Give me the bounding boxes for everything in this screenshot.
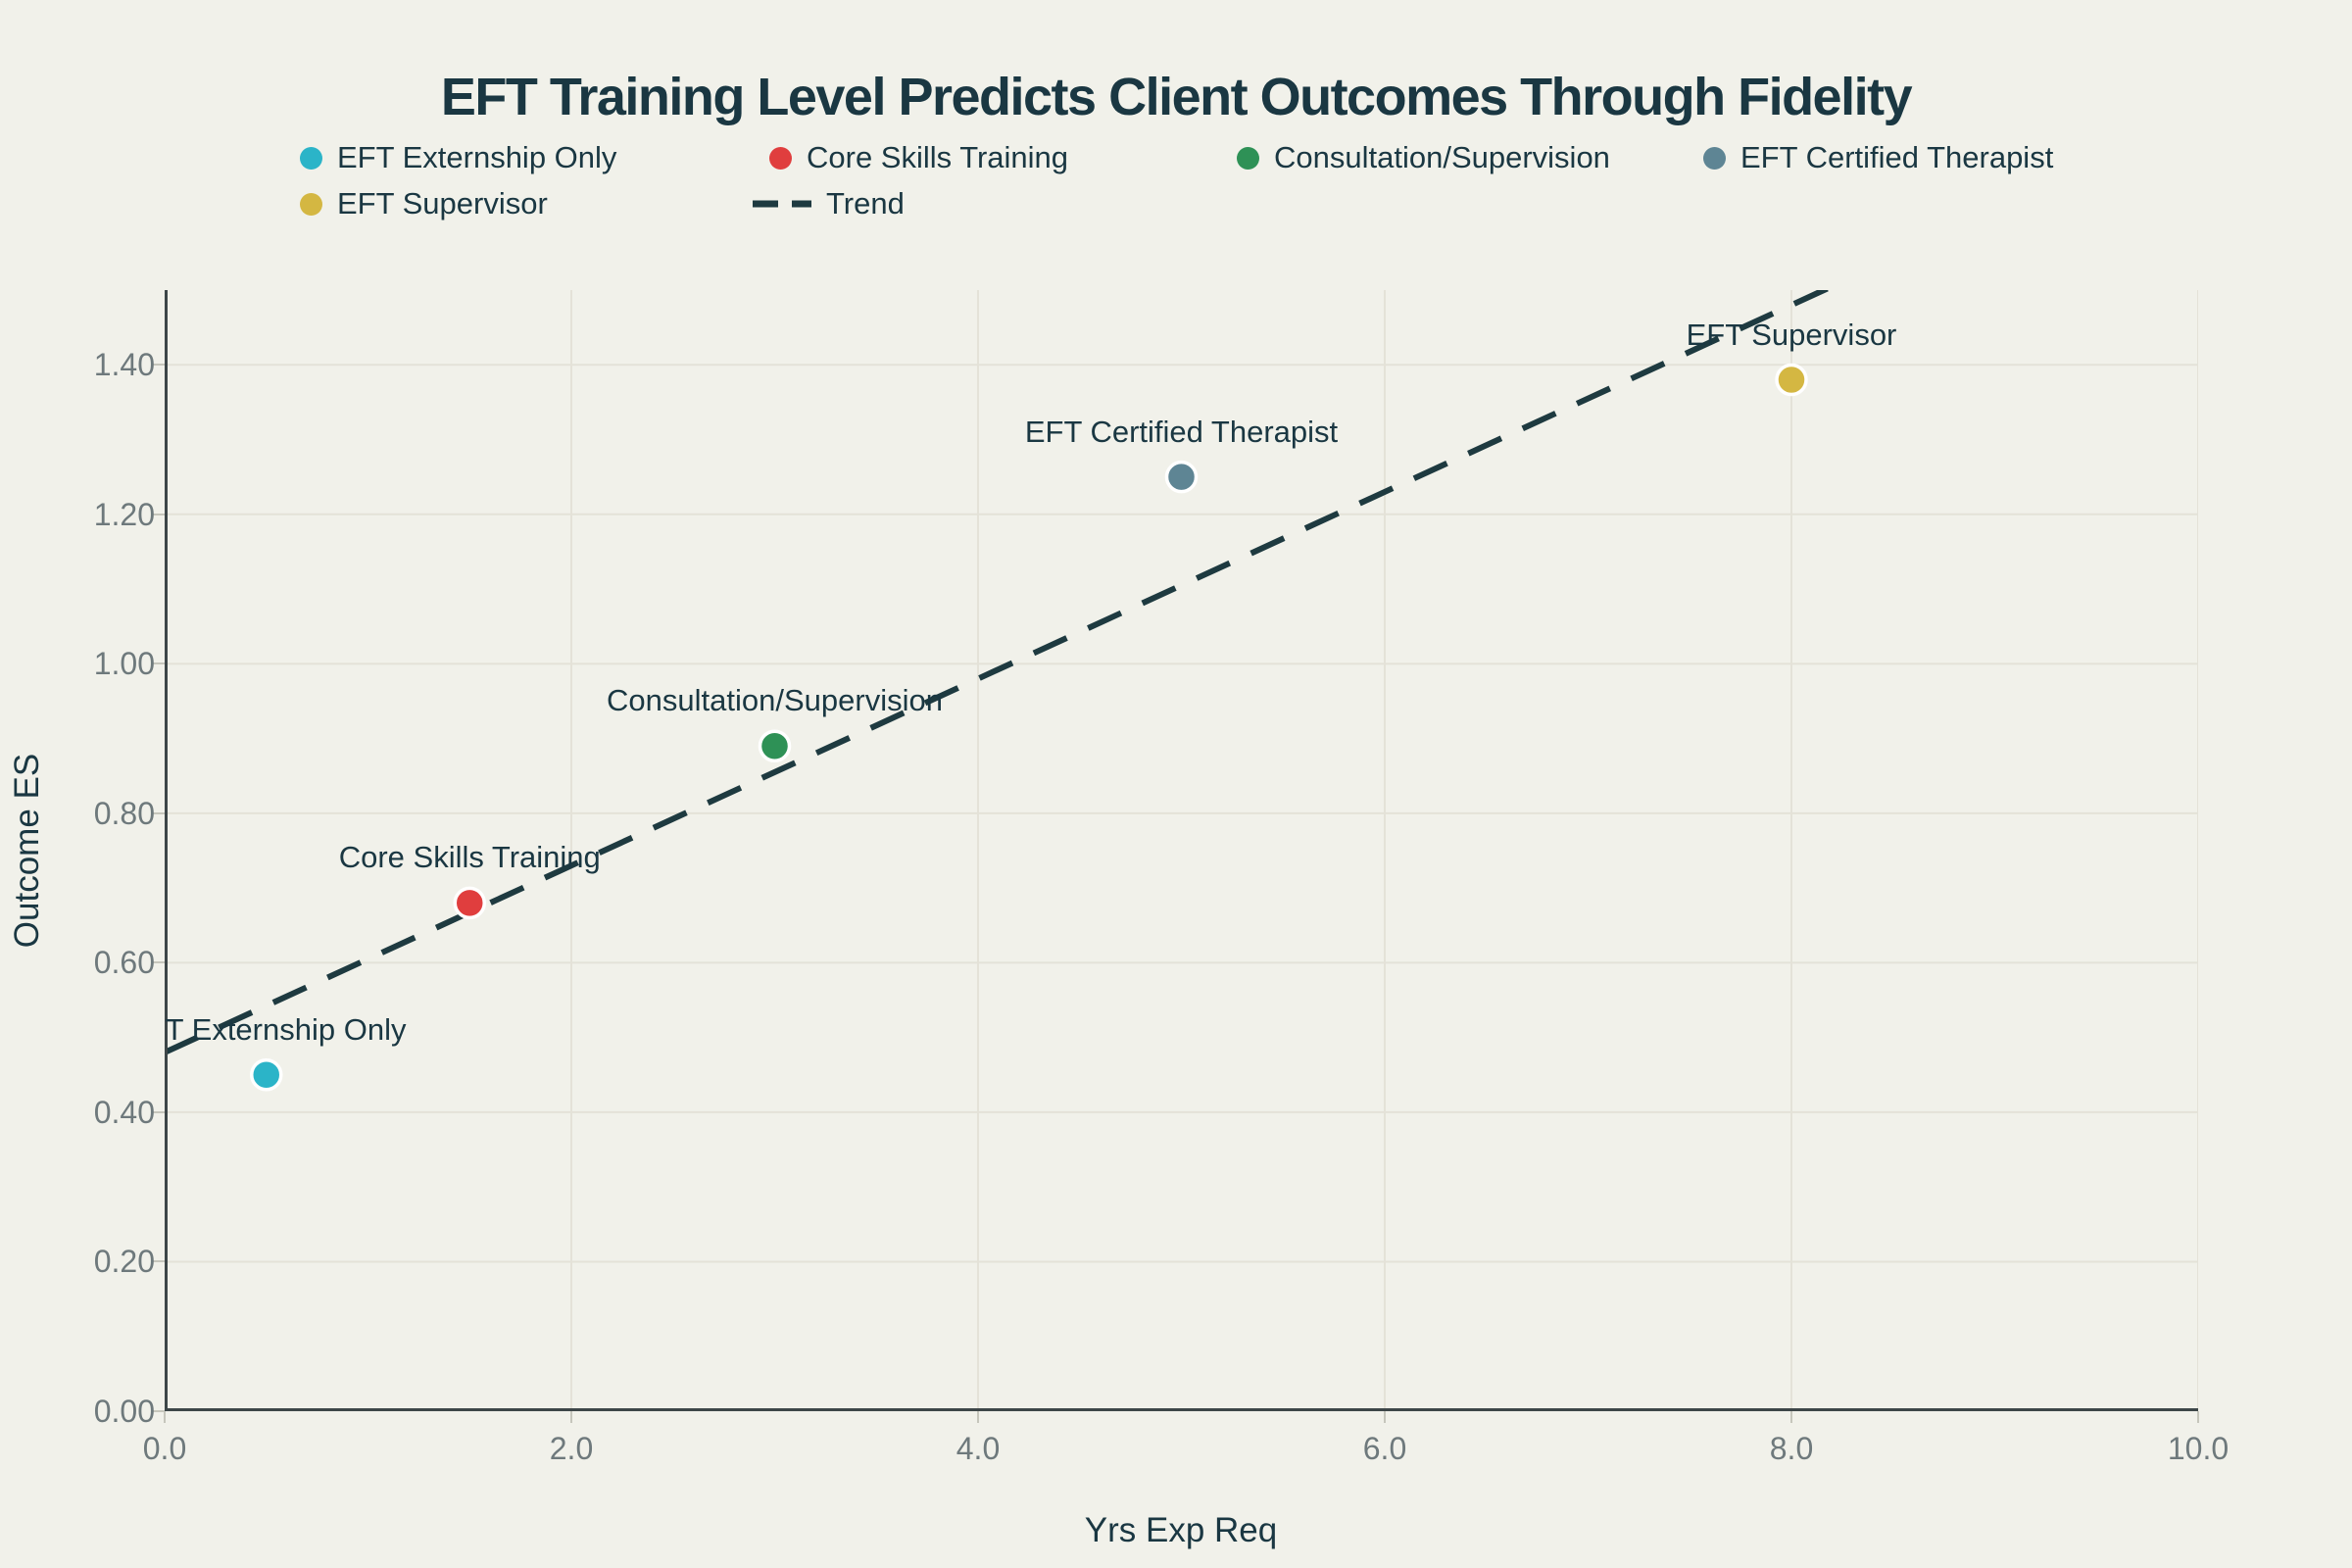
legend-item[interactable]: EFT Externship Only [300,136,616,179]
legend-item-trend[interactable]: Trend [753,182,905,225]
y-tick-label: 0.40 [93,1094,155,1130]
legend-dot-icon [300,192,322,216]
x-tick-label: 8.0 [1769,1431,1814,1466]
y-tick-mark [153,1110,165,1113]
x-tick-mark [1790,1411,1792,1423]
y-tick-mark [153,662,165,665]
y-tick-label: 1.40 [93,347,155,383]
legend-dot-icon [300,146,322,170]
legend-dot-icon [769,146,792,170]
plot-area: EFT Externship Only Core Skills Training C… [165,290,2198,1411]
x-tick-mark [2197,1411,2199,1423]
point-label: EFT Certified Therapist [1024,414,1339,449]
legend-label: Core Skills Training [807,140,1069,174]
x-tick-mark [570,1411,572,1423]
data-point[interactable] [1775,363,1808,397]
x-tick-mark [977,1411,979,1423]
y-tick-mark [153,1260,165,1263]
y-tick-label: 0.60 [93,945,155,981]
point-label: Core Skills Training [338,840,601,875]
legend-dot-icon [1703,146,1726,170]
y-tick-label: 0.80 [93,795,155,831]
y-axis-title: Outcome ES [8,753,46,949]
legend-item[interactable]: EFT Certified Therapist [1703,136,2053,179]
data-point[interactable] [453,886,486,920]
y-tick-mark [153,1410,165,1412]
data-point[interactable] [758,729,792,762]
y-tick-mark [153,961,165,964]
y-tick-mark [153,811,165,814]
legend-label: EFT Certified Therapist [1740,140,2054,174]
legend-label: Consultation/Supervision [1274,140,1610,174]
legend-label: EFT Supervisor [337,186,548,220]
data-point[interactable] [250,1058,283,1092]
point-label: EFT Externship Only [165,1011,407,1047]
y-tick-label: 1.20 [93,496,155,532]
x-tick-label: 2.0 [549,1431,594,1466]
y-tick-mark [153,364,165,367]
legend-item[interactable]: Consultation/Supervision [1237,136,1610,179]
x-tick-label: 0.0 [142,1431,187,1466]
x-tick-mark [164,1411,166,1423]
legend-dash-icon [753,200,811,208]
x-tick-label: 4.0 [956,1431,1001,1466]
y-tick-label: 0.00 [93,1394,155,1429]
chart-title: EFT Training Level Predicts Client Outco… [440,68,1913,126]
legend-label: Trend [826,186,905,220]
legend-label: EFT Externship Only [337,140,617,174]
point-label: EFT Supervisor [1686,317,1897,352]
legend-item[interactable]: Core Skills Training [769,136,1068,179]
legend-dot-icon [1237,146,1259,170]
trend-line[interactable] [165,290,2198,1055]
y-tick-mark [153,513,165,515]
x-tick-label: 6.0 [1362,1431,1407,1466]
y-tick-label: 0.20 [93,1244,155,1280]
x-tick-label: 10.0 [2167,1431,2230,1466]
legend-item[interactable]: EFT Supervisor [300,182,548,225]
point-label: Consultation/Supervision [607,683,943,718]
x-axis-title: Yrs Exp Req [1084,1511,1278,1549]
data-point[interactable] [1164,460,1199,494]
y-tick-label: 1.00 [93,646,155,682]
x-tick-mark [1384,1411,1386,1423]
